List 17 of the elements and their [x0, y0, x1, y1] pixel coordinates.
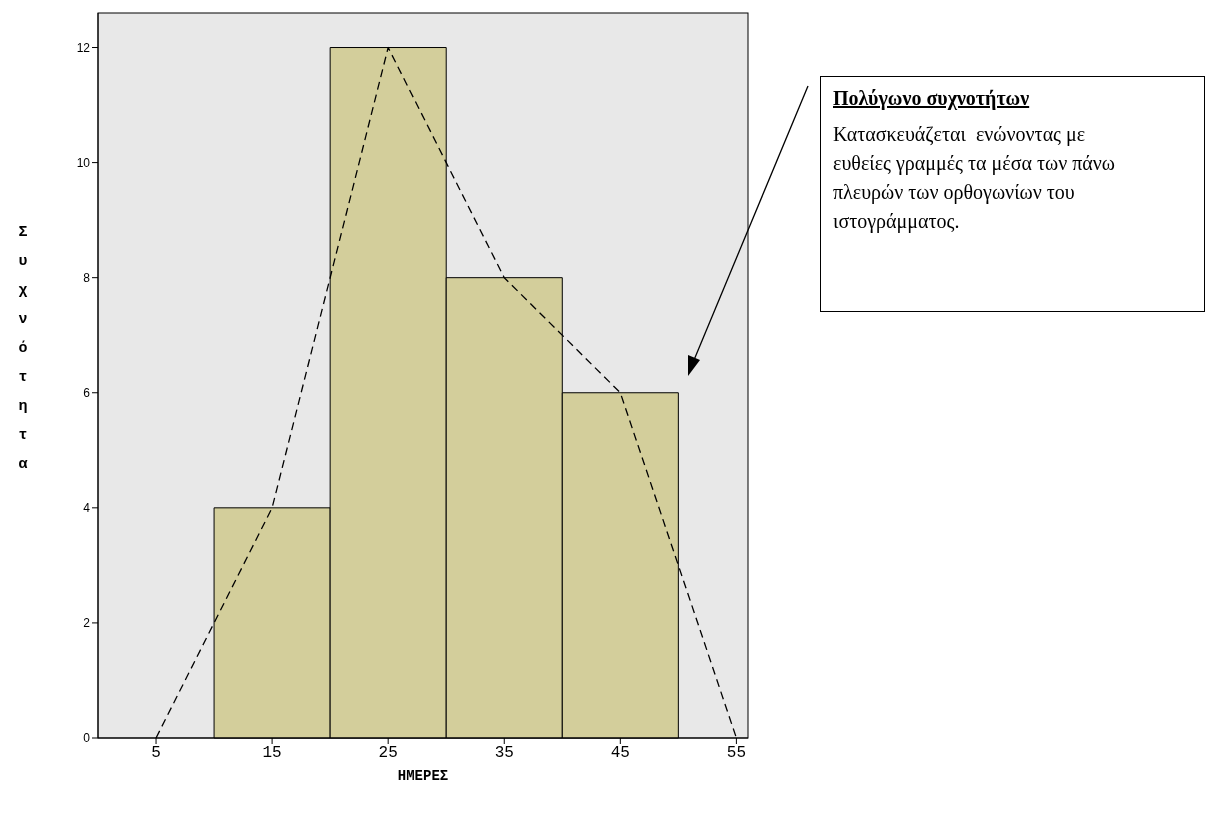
x-axis-title: ΗΜΕΡΕΣ — [397, 768, 449, 784]
y-tick-label: 0 — [83, 731, 91, 746]
y-tick-label: 8 — [83, 270, 91, 285]
x-tick-label: 55 — [726, 744, 746, 763]
text: Κατασκευάζεται ενώνοντας με ευθείες γραμμές τα μέσα των πάνω πλευρών των ορθογωνίων του ιστογράμματος. — [833, 122, 1116, 235]
y-tick-label: 4 — [83, 501, 91, 516]
y-tick-label: 6 — [83, 386, 91, 401]
x-tick-label: 25 — [378, 744, 398, 763]
text: Πολύγωνο συχνοτήτων — [833, 87, 1031, 110]
text: Συχνότητα — [18, 224, 28, 473]
y-tick-label: 12 — [76, 40, 91, 55]
x-tick-label: 15 — [262, 744, 282, 763]
x-tick-label: 5 — [151, 744, 161, 763]
x-tick-label: 35 — [494, 744, 514, 763]
x-tick-label: 45 — [610, 744, 630, 763]
y-tick-label: 2 — [83, 616, 91, 631]
y-tick-label: 10 — [76, 155, 91, 170]
